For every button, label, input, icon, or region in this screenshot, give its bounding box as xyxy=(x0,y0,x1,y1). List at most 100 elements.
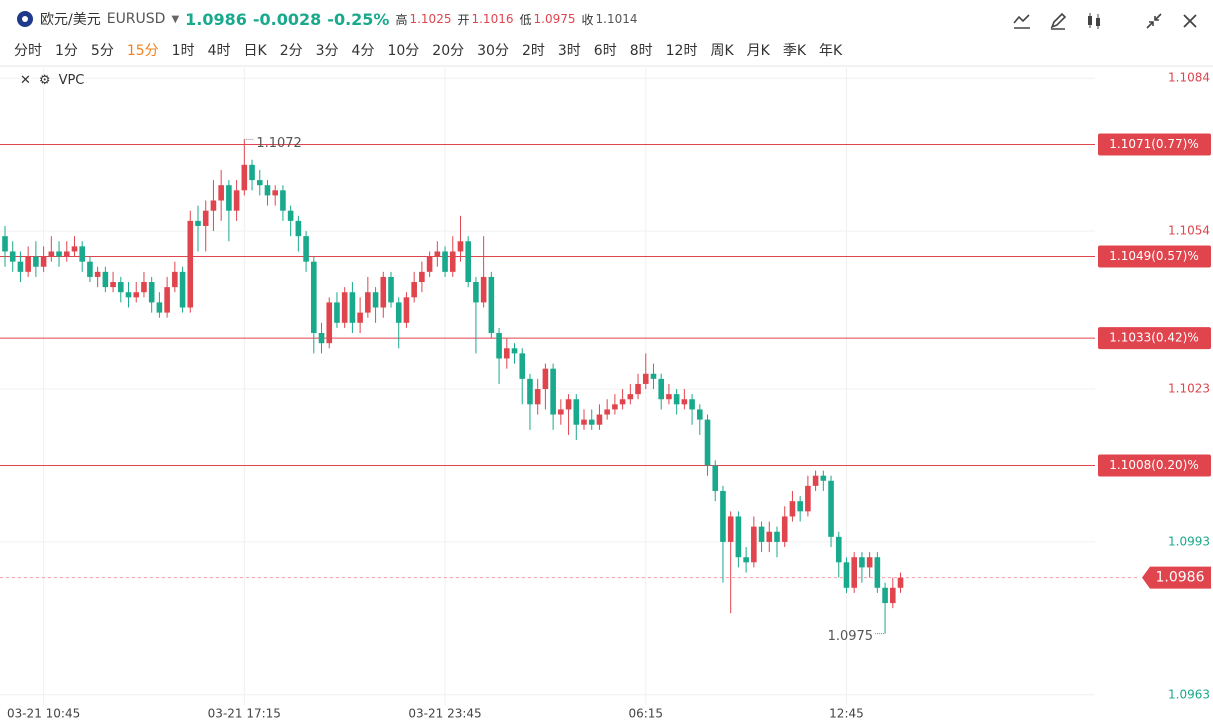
draw-tool[interactable] xyxy=(1045,8,1071,34)
candle-tool[interactable] xyxy=(1081,8,1107,34)
candle-body xyxy=(380,276,387,308)
timeframe[interactable]: 日K xyxy=(243,43,267,59)
symbol[interactable]: EURUSD xyxy=(106,11,166,27)
candle-body xyxy=(264,185,271,196)
candle-body xyxy=(426,256,433,272)
candle-body xyxy=(650,373,657,379)
close-icon[interactable]: ✕ xyxy=(20,73,31,88)
max-label: 1.1072 xyxy=(256,136,302,151)
candle-body xyxy=(110,282,116,288)
timeframe[interactable]: 12时 xyxy=(665,43,698,59)
candle-body xyxy=(63,251,70,257)
candle-body xyxy=(148,282,155,303)
candle-body xyxy=(87,261,93,277)
timeframe[interactable]: 1时 xyxy=(171,43,195,59)
timeframe[interactable]: 8时 xyxy=(629,43,653,59)
candle-body xyxy=(17,261,24,272)
candle-body xyxy=(280,190,286,211)
level-tag xyxy=(1098,454,1211,477)
candle-body xyxy=(743,557,749,563)
candle-body xyxy=(365,292,371,313)
candle-body xyxy=(326,302,333,344)
open: 1.1016 xyxy=(471,12,514,26)
candle-body xyxy=(156,302,163,313)
line-tool[interactable] xyxy=(1009,8,1035,34)
candle-body xyxy=(534,389,541,405)
timeframe[interactable]: 4时 xyxy=(207,43,231,59)
close-button[interactable] xyxy=(1177,8,1203,34)
timeframe[interactable]: 2分 xyxy=(279,43,303,59)
candle-body xyxy=(712,465,719,491)
indicator-bar: ✕ ⚙ VPC xyxy=(20,73,84,88)
timeframe[interactable]: 2时 xyxy=(521,43,545,59)
timeframe[interactable]: 20分 xyxy=(432,43,465,59)
timeframe[interactable]: 分时 xyxy=(14,43,42,59)
candle-body xyxy=(79,246,85,262)
candle-body xyxy=(789,501,796,517)
candle-body xyxy=(164,287,170,313)
pair-name[interactable]: 欧元/美元 xyxy=(40,12,101,28)
timeframe[interactable]: 4分 xyxy=(351,43,375,59)
change: -0.0028 xyxy=(252,9,322,29)
candle-body xyxy=(604,409,610,415)
candle-body xyxy=(318,332,325,344)
candle-body xyxy=(843,562,850,588)
y-tick-label: 1.0963 xyxy=(1168,687,1210,701)
timeframe[interactable]: 5分 xyxy=(90,43,114,59)
y-tick-label: 1.1023 xyxy=(1168,382,1210,396)
candle-body xyxy=(573,399,580,425)
timeframe[interactable]: 月K xyxy=(746,43,770,59)
gear-icon[interactable]: ⚙ xyxy=(38,73,51,88)
timeframe[interactable]: 季K xyxy=(782,43,807,59)
timeframe[interactable]: 10分 xyxy=(387,43,420,59)
candle-body xyxy=(94,271,101,277)
level-label: 1.1008(0.20)% xyxy=(1109,458,1198,472)
high-label: 高 xyxy=(395,12,408,27)
candle-body xyxy=(2,236,8,252)
candle-body xyxy=(403,297,410,323)
open-label: 开 xyxy=(457,12,470,27)
price: 1.0986 xyxy=(185,9,247,29)
candle-body xyxy=(465,241,471,283)
candle-body xyxy=(33,256,39,267)
timeframe[interactable]: 3分 xyxy=(315,43,339,59)
candle-body xyxy=(805,485,811,512)
timeframe[interactable]: 年K xyxy=(819,43,843,59)
timeframe[interactable]: 15分 xyxy=(126,43,159,59)
high: 1.1025 xyxy=(409,12,452,26)
candle-body xyxy=(256,180,263,186)
timeframe[interactable]: 6时 xyxy=(593,43,617,59)
candle-body xyxy=(812,475,819,486)
candle-body xyxy=(141,282,147,293)
candle-body xyxy=(102,271,109,288)
candle-body xyxy=(125,292,132,298)
timeframe[interactable]: 30分 xyxy=(477,43,509,59)
indicator[interactable]: VPC xyxy=(58,73,85,88)
candle-body xyxy=(488,276,495,333)
timeframe[interactable]: 周K xyxy=(710,43,734,59)
dropdown[interactable]: ▼ xyxy=(171,13,180,25)
x-tick-label: 12:45 xyxy=(829,707,864,721)
candle-body xyxy=(689,399,695,410)
candle-body xyxy=(179,271,186,308)
candle-body xyxy=(751,526,757,563)
last-price-tag xyxy=(1142,566,1211,589)
candle-body xyxy=(558,409,564,415)
candle-body xyxy=(195,220,201,226)
candle-body xyxy=(372,292,379,308)
level-tag xyxy=(1098,327,1211,350)
candle-body xyxy=(504,348,510,359)
candle-body xyxy=(828,480,834,537)
candle-body xyxy=(357,312,363,323)
timeframe[interactable]: 1分 xyxy=(55,43,78,59)
candle-body xyxy=(612,404,618,410)
candle-body xyxy=(511,348,518,354)
candle-body xyxy=(681,399,688,405)
timeframe[interactable]: 3时 xyxy=(557,43,581,59)
candle-body xyxy=(781,516,788,542)
level-label: 1.1071(0.77)% xyxy=(1109,137,1198,151)
shrink-button[interactable] xyxy=(1141,8,1167,34)
candle-body xyxy=(442,251,448,272)
candle-body xyxy=(411,282,417,298)
candle-body xyxy=(851,557,857,588)
